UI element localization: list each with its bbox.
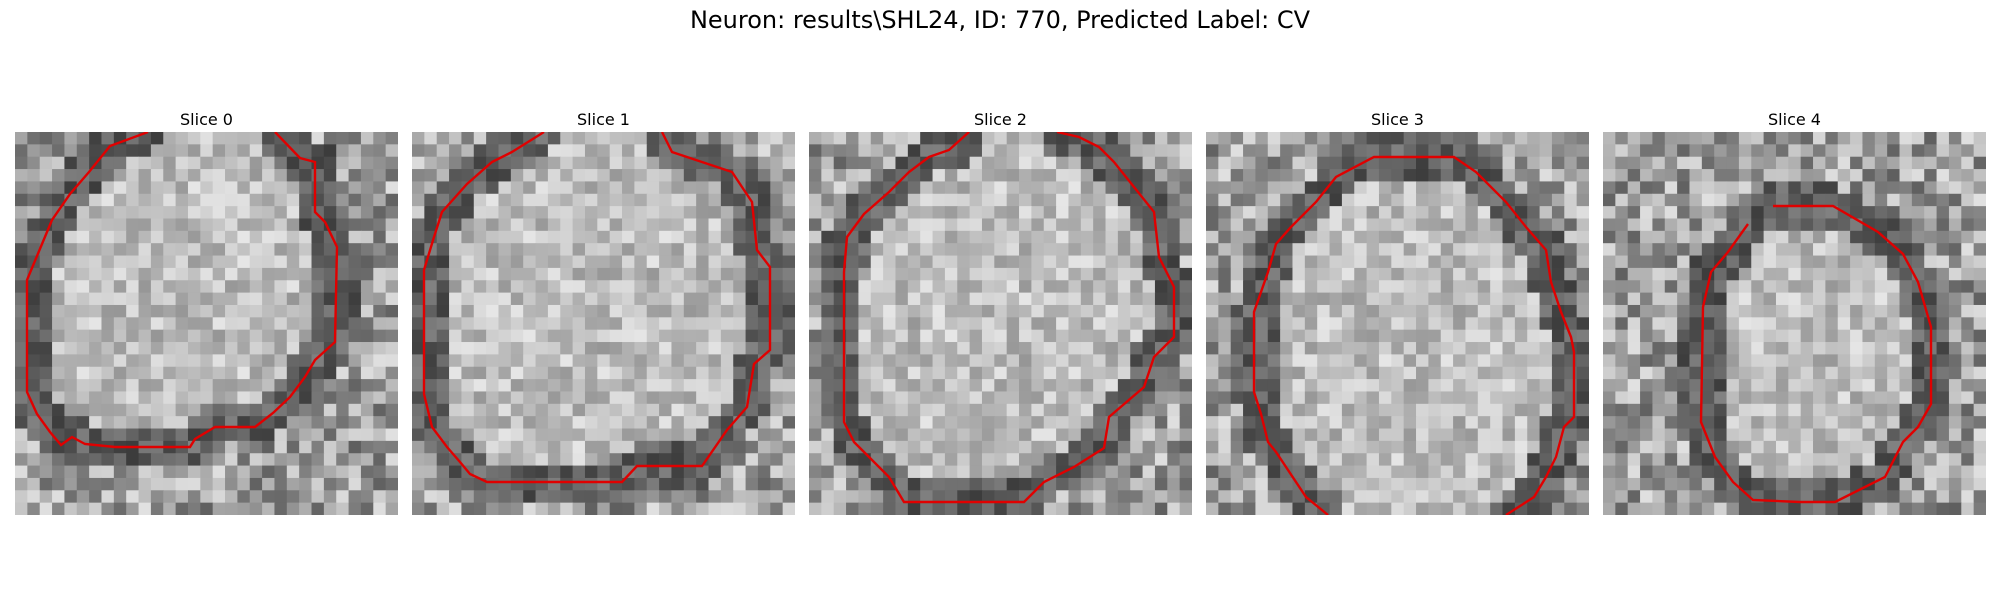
slice-panel-2: Slice 2 [809,108,1192,515]
slice-title-0: Slice 0 [180,110,233,129]
slice-pixels-2 [809,132,1192,515]
slice-image-1 [412,132,795,515]
slice-pixels-4 [1603,132,1986,515]
slice-image-4 [1603,132,1986,515]
slice-pixels-0 [15,132,398,515]
slice-title-1: Slice 1 [577,110,630,129]
slice-image-0 [15,132,398,515]
slice-contour-1 [422,132,772,484]
slice-title-2: Slice 2 [974,110,1027,129]
slice-panel-0: Slice 0 [15,108,398,515]
slice-contour-3 [1252,155,1576,515]
slice-contour-4 [1699,204,1933,504]
slice-panel-3: Slice 3 [1206,108,1589,515]
slice-image-2 [809,132,1192,515]
slice-contour-2 [842,132,1176,504]
slice-pixels-1 [412,132,795,515]
slice-contour-0 [25,132,339,449]
slice-pixels-3 [1206,132,1589,515]
slice-image-3 [1206,132,1589,515]
slice-panel-1: Slice 1 [412,108,795,515]
slice-panel-4: Slice 4 [1603,108,1986,515]
slice-title-3: Slice 3 [1371,110,1424,129]
figure-title: Neuron: results\SHL24, ID: 770, Predicte… [689,6,1311,34]
slice-title-4: Slice 4 [1768,110,1821,129]
